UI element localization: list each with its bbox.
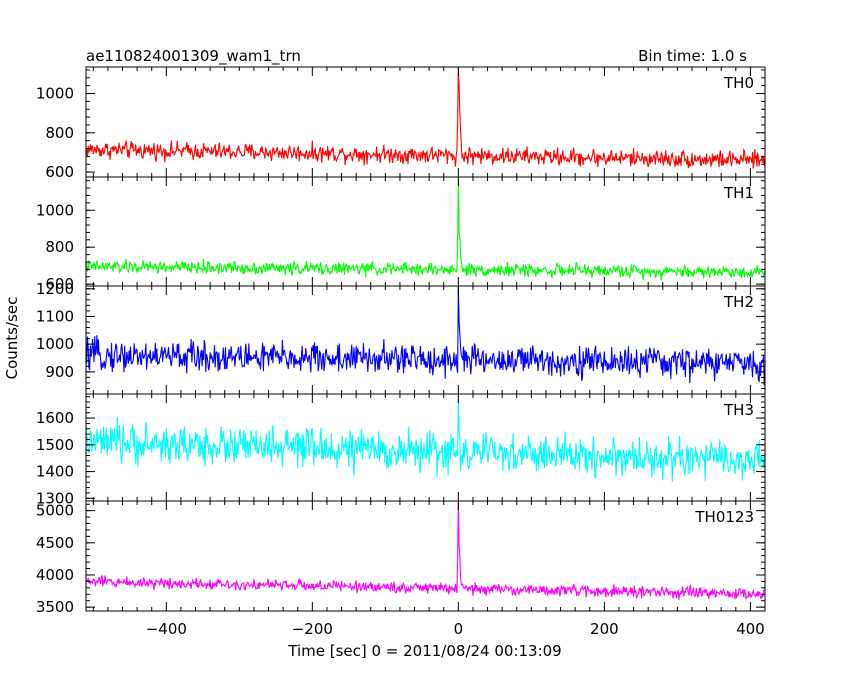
x-tick-label: 200 (590, 620, 619, 638)
y-tick-label: 1000 (36, 85, 74, 103)
series-line-th0123 (86, 501, 765, 601)
y-tick-label: 1400 (36, 463, 74, 481)
y-axis-label: Counts/sec (3, 297, 21, 380)
y-tick-label: 4500 (36, 534, 74, 552)
bin-time-label: Bin time: 1.0 s (638, 47, 747, 65)
series-line-th2 (86, 286, 765, 386)
y-tick-label: 1300 (36, 489, 74, 507)
y-tick-label: 1000 (36, 335, 74, 353)
series-label: TH2 (723, 293, 754, 311)
x-tick-label: −400 (146, 620, 187, 638)
panel-th2: TH2 900 1000 1100 1200 (36, 280, 766, 395)
chart-title: ae110824001309_wam1_trn (86, 47, 301, 66)
y-tick-label: 600 (45, 275, 74, 293)
y-tick-label: 1100 (36, 307, 74, 325)
series-line-th0 (86, 67, 765, 169)
series-line-th3 (86, 396, 765, 482)
series-label: TH0 (723, 74, 754, 92)
y-tick-label: 1000 (36, 201, 74, 219)
y-tick-label: 1200 (36, 280, 74, 298)
y-tick-label: 5000 (36, 502, 74, 520)
series-label: TH3 (723, 401, 754, 419)
y-tick-label: 800 (45, 124, 74, 142)
x-tick-label: 400 (736, 620, 765, 638)
y-tick-label: 1600 (36, 409, 74, 427)
series-label: TH0123 (694, 508, 754, 526)
y-tick-label: 600 (45, 163, 74, 181)
y-tick-label: 800 (45, 238, 74, 256)
y-tick-label: 1500 (36, 436, 74, 454)
panel-th1: TH1 600 800 1000 (36, 176, 766, 293)
y-tick-label: 900 (45, 363, 74, 381)
panel-th0123: TH0123 3500 4000 4500 5000 (36, 500, 766, 616)
x-tick-label: 0 (454, 620, 464, 638)
x-tick-label: −200 (292, 620, 333, 638)
x-axis-label: Time [sec] 0 = 2011/08/24 00:13:09 (287, 642, 561, 660)
series-line-th1 (86, 177, 765, 281)
chart-panels: TH0 600 800 1000 TH1 600 800 1000 TH2 900 1000 1100… (36, 66, 766, 638)
y-tick-label: 4000 (36, 566, 74, 584)
y-tick-label: 3500 (36, 598, 74, 616)
series-label: TH1 (723, 184, 754, 202)
panel-th3: TH3 1300 1400 1500 1600 (36, 393, 766, 507)
